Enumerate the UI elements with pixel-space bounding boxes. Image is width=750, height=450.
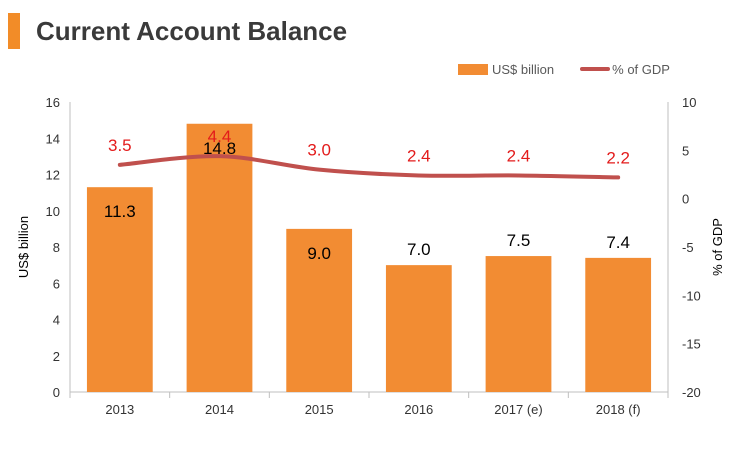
y-tick-label: 8 — [53, 240, 60, 255]
legend-item-bars: US$ billion — [458, 62, 554, 77]
line-value-label: 2.4 — [507, 146, 531, 165]
y2-tick-label: -20 — [682, 385, 701, 400]
x-tick-label: 2016 — [404, 402, 433, 417]
y2-tick-label: -5 — [682, 240, 694, 255]
legend-label-line: % of GDP — [612, 61, 670, 77]
y-tick-label: 4 — [53, 313, 60, 328]
y2-tick-label: 0 — [682, 192, 689, 207]
chart-title: Current Account Balance — [36, 16, 348, 46]
bar-value-label: 7.5 — [507, 231, 531, 250]
y2-axis-title: % of GDP — [710, 218, 725, 276]
title-accent-bar — [8, 13, 20, 49]
bar-value-label: 14.8 — [203, 139, 236, 158]
gdp-line — [117, 154, 621, 180]
y2-tick-label: -15 — [682, 337, 701, 352]
y2-tick-label: 10 — [682, 95, 696, 110]
bar — [186, 123, 253, 392]
legend-label-bars: US$ billion — [492, 61, 555, 77]
x-tick-label: 2017 (e) — [494, 402, 542, 417]
legend: US$ billion % of GDP — [458, 60, 696, 78]
line-value-label: 3.5 — [108, 136, 132, 155]
x-tick-label: 2014 — [205, 402, 234, 417]
bar — [286, 228, 353, 392]
legend-swatch-line — [580, 67, 611, 71]
bar-value-label: 11.3 — [104, 202, 136, 221]
line-value-label: 4.4 — [208, 127, 232, 146]
y-tick-label: 10 — [46, 204, 60, 219]
line-value-label: 2.4 — [407, 146, 431, 165]
x-tick-label: 2018 (f) — [596, 402, 641, 417]
y-tick-label: 16 — [46, 95, 60, 110]
legend-swatch-bars — [458, 63, 488, 75]
line-value-label: 3.0 — [307, 141, 331, 160]
y-tick-label: 6 — [53, 276, 60, 291]
x-tick-label: 2015 — [305, 402, 334, 417]
y-tick-label: 12 — [46, 168, 60, 183]
y2-tick-label: -10 — [682, 288, 701, 303]
bar — [485, 256, 552, 392]
bar-value-label: 9.0 — [307, 244, 331, 263]
bar-value-label: 7.0 — [407, 240, 431, 259]
bar — [86, 187, 153, 392]
bar-value-label: 7.4 — [606, 233, 630, 252]
y-tick-label: 14 — [46, 131, 60, 146]
y-tick-label: 0 — [53, 385, 60, 400]
bar — [585, 257, 652, 392]
x-tick-label: 2013 — [105, 402, 134, 417]
bar — [385, 265, 452, 392]
legend-item-line: % of GDP — [580, 62, 670, 77]
line-value-label: 2.2 — [606, 148, 630, 167]
y-axis-title: US$ billion — [16, 216, 31, 278]
y-tick-label: 2 — [53, 349, 60, 364]
y2-tick-label: 5 — [682, 143, 689, 158]
